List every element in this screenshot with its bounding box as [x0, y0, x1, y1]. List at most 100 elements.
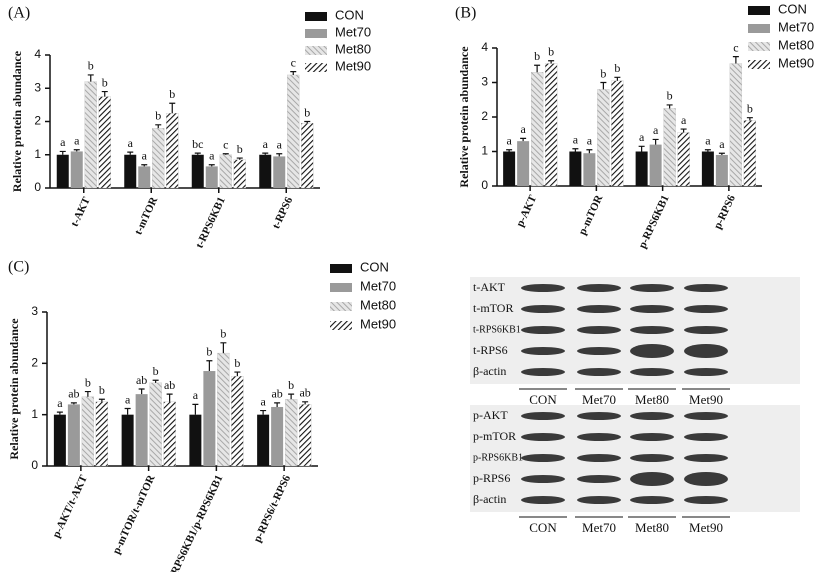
blot-band: [684, 284, 728, 292]
x-tick-label: p-mTOR/t-mTOR: [111, 472, 159, 556]
blot-band: [684, 496, 728, 504]
bar: [287, 74, 300, 189]
error-bar: [614, 76, 621, 81]
x-tick-label: p-RPS6KB1/p-RPS6KB1: [165, 473, 226, 572]
blot-row-label: β-actin: [473, 492, 506, 506]
error-bar: [138, 388, 145, 395]
error-bar: [59, 150, 66, 155]
error-bar: [520, 137, 527, 142]
y-tick-label: 2: [34, 114, 41, 128]
x-tick-label: p-AKT: [514, 193, 539, 229]
bar: [663, 108, 676, 187]
significance-letter: b: [747, 101, 753, 115]
significance-letter: a: [520, 122, 526, 136]
significance-letter: b: [237, 142, 243, 156]
legend-label: CON: [778, 1, 807, 16]
error-bar: [262, 152, 269, 155]
y-tick-label: 4: [34, 47, 41, 61]
blot-band: [521, 496, 565, 504]
significance-letter: a: [209, 148, 215, 162]
significance-letter: b: [153, 364, 159, 378]
significance-letter: ab: [299, 386, 310, 400]
legend-label: Met90: [360, 316, 396, 331]
legend-swatch: [305, 29, 327, 38]
blot-row-label: t-RPS6: [473, 343, 508, 357]
blot-band: [577, 433, 621, 441]
significance-letter: c: [223, 138, 228, 152]
error-bar: [548, 60, 555, 64]
significance-letter: a: [681, 113, 687, 127]
error-bar: [704, 149, 711, 152]
bar: [298, 404, 312, 467]
y-tick-label: 0: [481, 178, 488, 192]
bar: [301, 123, 314, 189]
panel-label: (A): [8, 5, 30, 22]
blot-band: [577, 305, 621, 313]
y-tick-label: 2: [31, 356, 38, 370]
significance-letter: a: [719, 137, 725, 151]
legend-swatch: [748, 6, 770, 15]
significance-letter: c: [733, 40, 738, 54]
legend-swatch: [305, 63, 327, 72]
legend-label: Met70: [335, 24, 371, 39]
error-bar: [746, 117, 753, 121]
error-bar: [534, 64, 541, 73]
error-bar: [260, 409, 267, 415]
y-tick-label: 3: [34, 80, 41, 94]
bar: [53, 414, 66, 466]
significance-letter: b: [85, 375, 91, 389]
error-bar: [302, 401, 309, 405]
significance-letter: a: [705, 134, 711, 148]
blot-band: [684, 472, 728, 486]
blot-row-label: p-AKT: [473, 408, 508, 422]
blot-band: [521, 454, 565, 462]
bar: [715, 154, 728, 186]
error-bar: [166, 393, 173, 402]
error-bar: [652, 138, 659, 145]
y-tick-label: 3: [481, 75, 488, 89]
y-tick-label: 1: [481, 144, 488, 158]
error-bar: [586, 149, 593, 154]
blot-group-label: Met80: [635, 520, 669, 535]
error-bar: [304, 120, 311, 124]
bar: [743, 120, 757, 187]
legend-label: CON: [335, 7, 364, 22]
legend-label: Met80: [360, 297, 396, 312]
error-bar: [234, 371, 241, 377]
blot-row-label: p-RPS6KB1: [473, 452, 523, 463]
legend-swatch: [305, 12, 327, 21]
x-tick-label: p-RPS6: [712, 193, 738, 231]
error-bar: [194, 152, 201, 155]
significance-letter: b: [614, 61, 620, 75]
bar: [503, 151, 516, 186]
legend-swatch: [330, 283, 352, 292]
error-bar: [666, 104, 673, 109]
error-bar: [70, 402, 77, 405]
y-axis-label: Relative protein abundance: [7, 318, 21, 460]
bar: [271, 406, 284, 466]
blot-band: [521, 284, 565, 292]
significance-letter: a: [263, 137, 269, 151]
bar: [231, 376, 244, 467]
error-bar: [192, 403, 199, 415]
error-bar: [73, 149, 80, 152]
blot-band: [577, 454, 621, 462]
x-tick-label: t-mTOR: [132, 194, 160, 236]
legend-label: CON: [360, 259, 389, 274]
error-bar: [152, 379, 159, 383]
bar: [219, 154, 232, 189]
bar: [81, 396, 95, 467]
panel-label: (B): [455, 5, 476, 22]
x-tick-label: p-AKT/t-AKT: [50, 473, 90, 540]
bar: [95, 401, 109, 467]
blot-group-label: CON: [529, 520, 557, 535]
blot-band: [630, 344, 674, 358]
significance-letter: ab: [136, 373, 147, 387]
significance-letter: b: [548, 45, 554, 59]
legend-swatch: [748, 42, 770, 51]
significance-letter: a: [573, 132, 579, 146]
bar: [233, 159, 246, 189]
blot-band: [630, 412, 674, 420]
blot-band: [577, 496, 621, 504]
bar: [191, 154, 204, 188]
